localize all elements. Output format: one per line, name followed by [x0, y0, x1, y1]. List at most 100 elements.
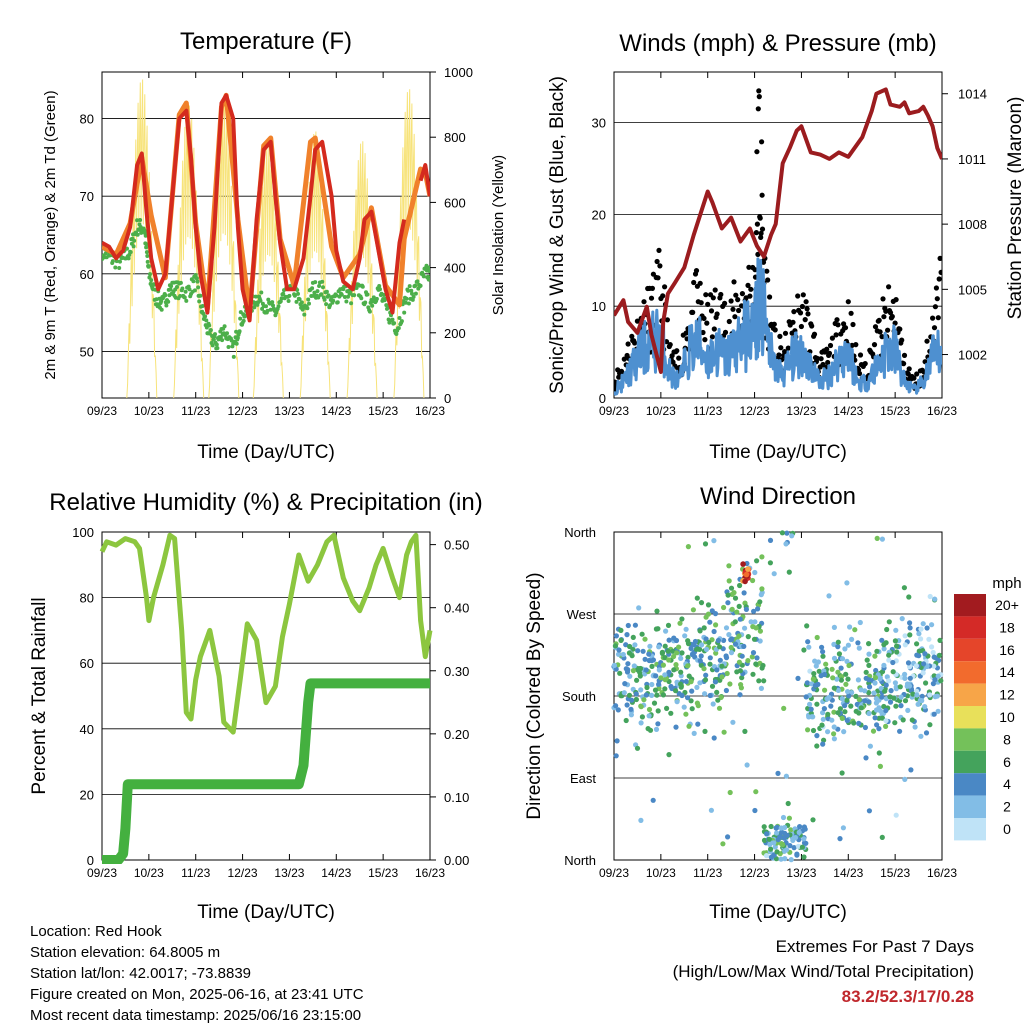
- direction-point: [649, 692, 655, 699]
- direction-point: [914, 652, 920, 658]
- direction-point: [686, 723, 692, 729]
- humidity-y2-tick-label: 0.40: [444, 601, 469, 616]
- direction-point: [931, 711, 937, 717]
- direction-point: [929, 644, 935, 650]
- humidity-x-tick-label: 14/23: [321, 866, 351, 880]
- legend-swatch: [954, 773, 986, 796]
- direction-point: [741, 590, 747, 596]
- direction-point: [611, 662, 618, 669]
- direction-point: [774, 849, 780, 855]
- direction-point: [819, 722, 825, 728]
- direction-point: [754, 655, 760, 661]
- direction-point: [839, 715, 845, 722]
- direction-point: [656, 644, 662, 650]
- dewpoint-point: [222, 324, 227, 329]
- direction-point: [711, 628, 717, 635]
- direction-point: [866, 641, 872, 647]
- latlon-text: Station lat/lon: 42.0017; -73.8839: [30, 965, 252, 982]
- direction-point: [623, 717, 629, 724]
- direction-point: [758, 685, 765, 692]
- direction-point: [824, 696, 830, 702]
- direction-point: [620, 651, 626, 658]
- direction-point: [886, 678, 892, 684]
- direction-point: [695, 721, 701, 727]
- winds-xlabel: Time (Day/UTC): [709, 442, 847, 463]
- direction-point: [845, 689, 851, 695]
- dewpoint-point: [335, 300, 340, 305]
- gust-point: [649, 285, 656, 291]
- direction-point: [664, 705, 670, 712]
- temp-9m-line: [102, 92, 430, 316]
- direction-x-tick-label: 14/23: [833, 866, 863, 880]
- direction-point: [665, 648, 671, 654]
- direction-ylabel-left: Direction (Colored By Speed): [524, 572, 545, 819]
- direction-point: [831, 624, 838, 631]
- dewpoint-point: [349, 301, 354, 306]
- direction-point: [924, 625, 930, 631]
- direction-point: [932, 677, 938, 683]
- direction-point: [723, 625, 730, 631]
- dewpoint-point: [392, 321, 397, 326]
- legend-swatch: [954, 594, 986, 617]
- dewpoint-point: [292, 293, 297, 298]
- direction-point: [618, 637, 624, 644]
- direction-point: [840, 825, 847, 831]
- direction-point: [653, 726, 660, 733]
- direction-point: [660, 662, 667, 668]
- dewpoint-point: [390, 317, 395, 322]
- direction-point: [621, 690, 627, 696]
- direction-point: [783, 773, 790, 779]
- direction-point: [909, 717, 915, 723]
- dewpoint-point: [258, 298, 263, 303]
- direction-point: [902, 675, 908, 682]
- direction-point: [761, 678, 767, 684]
- direction-point: [835, 639, 841, 645]
- gust-point: [674, 348, 680, 354]
- gust-point: [655, 275, 661, 281]
- direction-point: [897, 728, 903, 734]
- dewpoint-point: [234, 341, 239, 346]
- gust-point: [887, 310, 894, 316]
- direction-point: [752, 619, 758, 625]
- legend-label: 6: [1003, 754, 1011, 770]
- direction-point: [759, 554, 765, 560]
- direction-point: [883, 707, 889, 714]
- direction-point: [753, 661, 759, 667]
- dewpoint-point: [265, 308, 270, 313]
- direction-point: [694, 595, 700, 601]
- direction-point: [844, 658, 850, 665]
- created-text: Figure created on Mon, 2025-06-16, at 23…: [30, 986, 364, 1003]
- dewpoint-point: [226, 345, 231, 349]
- dewpoint-point: [231, 354, 236, 359]
- dewpoint-point: [144, 245, 149, 250]
- direction-point: [636, 666, 642, 672]
- direction-point: [629, 697, 635, 703]
- direction-point: [683, 626, 689, 632]
- humidity-y-tick-label: 60: [80, 656, 94, 671]
- dewpoint-point: [169, 284, 174, 289]
- humidity-y-tick-label: 0: [87, 853, 94, 868]
- dewpoint-point: [187, 287, 192, 292]
- direction-point: [642, 636, 648, 642]
- direction-point: [689, 688, 695, 694]
- winds-x-tick-label: 14/23: [833, 404, 863, 418]
- direction-point: [752, 807, 758, 814]
- dewpoint-point: [317, 284, 322, 288]
- dewpoint-point: [215, 346, 220, 351]
- direction-point: [741, 643, 747, 650]
- gust-point: [705, 301, 711, 307]
- winds-x-tick-label: 11/23: [693, 404, 722, 418]
- direction-point: [893, 703, 899, 709]
- direction-point: [698, 600, 705, 606]
- dewpoint-point: [144, 250, 149, 255]
- dewpoint-point: [146, 264, 151, 269]
- direction-point: [766, 836, 772, 842]
- direction-point: [665, 622, 672, 629]
- temperature-ylabel-left: 2m & 9m T (Red, Orange) & 2m Td (Green): [42, 90, 59, 379]
- winds-title: Winds (mph) & Pressure (mb): [619, 30, 936, 57]
- direction-point: [873, 667, 879, 674]
- gust-point: [730, 306, 736, 312]
- direction-point: [734, 609, 740, 615]
- direction-point: [771, 840, 777, 846]
- extremes-box: Extremes For Past 7 Days (High/Low/Max W…: [673, 934, 974, 1009]
